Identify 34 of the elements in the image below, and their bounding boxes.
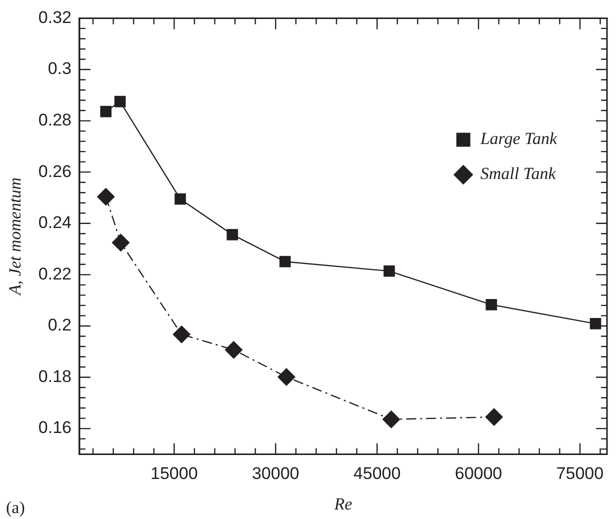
y-tick-label: 0.16 — [38, 418, 72, 438]
point — [172, 325, 191, 344]
legend-label: Small Tank — [480, 164, 556, 184]
x-tick-label: 60000 — [454, 464, 502, 484]
point — [112, 234, 130, 252]
y-axis-title: A, Jet momentum — [6, 177, 25, 296]
point — [486, 299, 498, 310]
point — [384, 265, 395, 277]
point — [382, 410, 400, 428]
point — [174, 193, 186, 205]
x-axis-title: Re — [333, 494, 353, 514]
y-tick-label: 0.24 — [38, 213, 72, 232]
y-tick-label: 0.3 — [48, 59, 72, 78]
x-tick-label: 75000 — [556, 464, 604, 484]
y-tick-label: 0.22 — [38, 264, 72, 284]
text: (a) — [6, 498, 25, 517]
point — [114, 96, 126, 108]
point — [485, 408, 504, 426]
point — [96, 188, 115, 206]
y-tick-label: 0.32 — [38, 8, 72, 27]
x-tick-label: 45000 — [353, 464, 401, 484]
point — [277, 368, 296, 386]
legend-label: Large Tank — [479, 129, 558, 148]
y-tick-label: 0.26 — [38, 162, 72, 181]
point — [279, 256, 291, 268]
point — [224, 340, 243, 359]
y-tick-label: 0.2 — [48, 316, 72, 335]
point — [226, 229, 238, 240]
x-tick-label: 30000 — [252, 464, 300, 484]
x-tick-label: 15000 — [150, 464, 198, 484]
point — [590, 318, 602, 330]
point — [100, 106, 112, 118]
y-tick-label: 0.18 — [38, 366, 72, 386]
y-tick-label: 0.28 — [38, 110, 72, 130]
